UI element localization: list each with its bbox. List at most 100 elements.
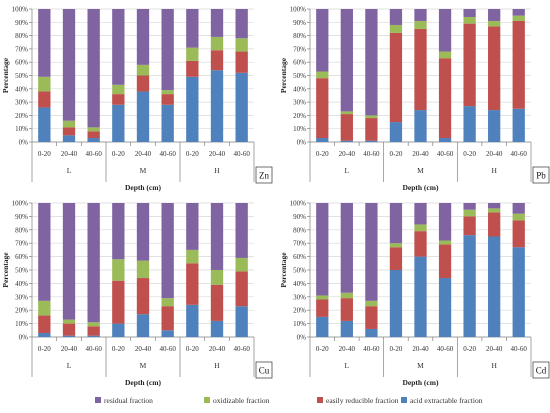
bar-segment-oxidizable-fraction xyxy=(210,270,224,285)
y-tick-label: 30% xyxy=(293,99,306,107)
bar-segment-residual-fraction xyxy=(136,203,150,261)
legend-swatch-oxidizable xyxy=(204,397,210,403)
bar-segment-oxidizable-fraction xyxy=(62,120,76,128)
bar-segment-acid-extractable-fraction xyxy=(389,270,403,337)
metal-label-box xyxy=(255,361,273,379)
bar-segment-residual-fraction xyxy=(38,9,51,77)
bar-segment-easily-reducible-fraction xyxy=(512,220,525,248)
bar-segment-oxidizable-fraction xyxy=(316,71,329,79)
bar-segment-acid-extractable-fraction xyxy=(112,104,125,142)
group-label: L xyxy=(345,166,350,175)
bar-segment-residual-fraction xyxy=(186,9,199,48)
panel-zn: 0% 10% 20% 30% 40% 50% 60% 70% 80% 90% 100% Percent… xyxy=(1,6,273,192)
y-tick-label: 100% xyxy=(12,6,29,14)
x-tick-label: 20-40 xyxy=(135,150,152,158)
legend: residual fraction oxidizable fraction ea… xyxy=(95,396,483,405)
x-tick-label: 20-40 xyxy=(61,345,78,353)
bar-segment-residual-fraction xyxy=(316,9,329,72)
bar-segment-easily-reducible-fraction xyxy=(112,94,125,105)
bar-segment-residual-fraction xyxy=(389,203,403,244)
bar-segment-easily-reducible-fraction xyxy=(235,51,248,73)
bar-segment-acid-extractable-fraction xyxy=(438,138,452,142)
x-tick-label: 40-60 xyxy=(363,345,380,353)
y-tick-label: 10% xyxy=(15,125,28,133)
bar-segment-residual-fraction xyxy=(438,9,452,52)
y-tick-label: 70% xyxy=(293,240,306,248)
bar-segment-easily-reducible-fraction xyxy=(512,20,525,109)
bar-segment-easily-reducible-fraction xyxy=(186,60,199,77)
x-tick-label: 40-60 xyxy=(233,150,250,158)
y-tick-label: 0% xyxy=(297,334,307,342)
x-tick-label: 0-20 xyxy=(316,345,329,353)
bar-segment-acid-extractable-fraction xyxy=(62,335,76,337)
bar-segment-easily-reducible-fraction xyxy=(340,298,353,321)
metal-label: Pb xyxy=(536,171,546,181)
x-tick-label: 0-20 xyxy=(186,345,199,353)
panel-cu: 0% 10% 20% 30% 40% 50% 60% 70% 80% 90% 100% Percent… xyxy=(1,200,273,387)
x-tick-label: 0-20 xyxy=(112,150,125,158)
bar-segment-acid-extractable-fraction xyxy=(136,314,150,337)
metal-label: Zn xyxy=(259,171,269,181)
bar-segment-oxidizable-fraction xyxy=(414,20,427,29)
bar-segment-oxidizable-fraction xyxy=(463,16,476,24)
bar-segment-easily-reducible-fraction xyxy=(438,244,452,279)
bar-segment-acid-extractable-fraction xyxy=(235,306,248,337)
bar-segment-acid-extractable-fraction xyxy=(316,138,329,142)
bar-segment-easily-reducible-fraction xyxy=(488,212,501,237)
x-tick-label: 40-60 xyxy=(511,345,528,353)
y-tick-label: 40% xyxy=(293,85,306,93)
x-tick-label: 40-60 xyxy=(363,150,380,158)
bar-segment-oxidizable-fraction xyxy=(389,24,403,33)
legend-label-residual: residual fraction xyxy=(104,396,153,405)
bar-segment-residual-fraction xyxy=(340,9,353,112)
x-tick-label: 0-20 xyxy=(186,150,199,158)
bar-segment-oxidizable-fraction xyxy=(438,240,452,245)
y-tick-label: 0% xyxy=(19,139,29,147)
bar-segment-oxidizable-fraction xyxy=(340,111,353,115)
bar-segment-acid-extractable-fraction xyxy=(463,106,476,142)
x-tick-label: 20-40 xyxy=(135,345,152,353)
bar-segment-residual-fraction xyxy=(316,203,329,296)
y-tick-label: 0% xyxy=(19,334,29,342)
bar-segment-residual-fraction xyxy=(87,203,100,323)
metal-label-box xyxy=(532,166,550,184)
y-tick-label: 70% xyxy=(293,45,306,53)
y-tick-label: 20% xyxy=(15,112,28,120)
bar-segment-oxidizable-fraction xyxy=(365,115,378,119)
y-tick-label: 60% xyxy=(15,253,28,261)
y-tick-label: 20% xyxy=(293,112,306,120)
bar-segment-easily-reducible-fraction xyxy=(38,91,51,108)
x-tick-label: 40-60 xyxy=(85,150,102,158)
bar-segment-residual-fraction xyxy=(340,203,353,293)
x-tick-label: 20-40 xyxy=(339,150,356,158)
x-tick-label: 20-40 xyxy=(209,345,226,353)
group-label: L xyxy=(67,361,72,370)
bar-segment-easily-reducible-fraction xyxy=(112,280,125,324)
bar-segment-residual-fraction xyxy=(210,9,224,37)
x-tick-label: 40-60 xyxy=(437,345,454,353)
bar-segment-residual-fraction xyxy=(365,9,378,116)
bar-segment-easily-reducible-fraction xyxy=(414,231,427,257)
y-tick-label: 80% xyxy=(293,226,306,234)
group-label: H xyxy=(214,361,220,370)
bar-segment-residual-fraction xyxy=(365,203,378,301)
bar-segment-residual-fraction xyxy=(389,9,403,25)
bar-segment-easily-reducible-fraction xyxy=(389,247,403,270)
y-tick-label: 70% xyxy=(15,45,28,53)
bar-segment-acid-extractable-fraction xyxy=(365,328,378,337)
y-tick-label: 50% xyxy=(15,267,28,275)
x-tick-label: 40-60 xyxy=(511,150,528,158)
legend-label-reducible: easily reducible fraction xyxy=(326,396,399,405)
bar-segment-easily-reducible-fraction xyxy=(235,271,248,307)
bar-segment-oxidizable-fraction xyxy=(87,127,100,132)
group-label: L xyxy=(345,361,350,370)
bar-segment-easily-reducible-fraction xyxy=(316,299,329,317)
x-tick-label: 20-40 xyxy=(412,150,429,158)
y-axis-label: Percentage xyxy=(1,252,10,288)
bar-segment-acid-extractable-fraction xyxy=(488,110,501,142)
bar-segment-oxidizable-fraction xyxy=(512,213,525,221)
bar-segment-oxidizable-fraction xyxy=(488,208,501,213)
x-tick-label: 40-60 xyxy=(437,150,454,158)
bar-segment-easily-reducible-fraction xyxy=(136,278,150,315)
panel-cd: 0% 10% 20% 30% 40% 50% 60% 70% 80% 90% 100% Percent… xyxy=(279,200,550,387)
